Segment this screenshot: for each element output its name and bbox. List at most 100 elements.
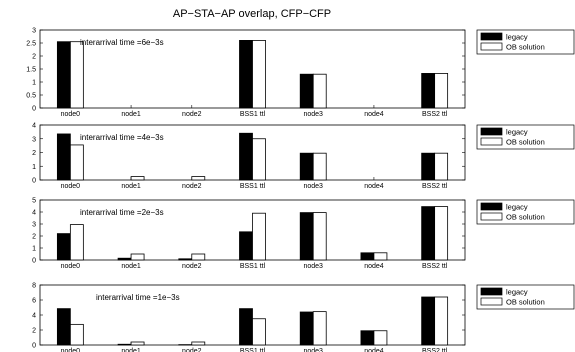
- legend-label-legacy: legacy: [506, 33, 528, 42]
- figure-title: AP−STA−AP overlap, CFP−CFP: [173, 8, 331, 20]
- bar-ob-solution: [312, 311, 327, 346]
- y-tick-label: 0: [32, 106, 36, 113]
- bar-legacy: [239, 40, 253, 109]
- y-tick-label: 1.5: [26, 67, 36, 74]
- x-tick-label: node4: [364, 111, 384, 118]
- x-tick-label: node1: [121, 348, 141, 352]
- bar-ob-solution: [373, 252, 388, 261]
- bar-legacy: [360, 252, 375, 261]
- y-tick-label: 8: [32, 283, 36, 290]
- y-tick-label: 1: [32, 246, 36, 253]
- bar-legacy: [421, 296, 436, 346]
- bar-ob-solution: [191, 176, 206, 181]
- legend-label-ob-solution: OB solution: [506, 298, 545, 307]
- y-tick-label: 4: [32, 123, 36, 130]
- bar-legacy: [239, 308, 253, 346]
- x-tick-label: BSS1 ttl: [240, 263, 266, 270]
- y-tick-label: 0: [32, 178, 36, 185]
- legend-label-legacy: legacy: [506, 128, 528, 137]
- interarrival-annotation: interarrival time =6e−3s: [80, 38, 164, 47]
- chart-panel-1: 0 0.5 1 1.5 2 2.5 3 node0 node1 node2 BSS1 ttl node…: [26, 28, 575, 118]
- bar-legacy: [56, 133, 71, 181]
- bar-ob-solution: [191, 253, 206, 261]
- y-tick-label: 0: [32, 343, 36, 350]
- bar-ob-solution: [252, 212, 266, 261]
- bar-legacy: [178, 258, 193, 261]
- bar-ob-solution: [252, 318, 266, 346]
- x-tick-label: node1: [121, 263, 141, 270]
- x-tick-label: node4: [364, 183, 384, 190]
- y-tick-label: 2: [32, 150, 36, 157]
- chart-panels: 0 0.5 1 1.5 2 2.5 3 node0 node1 node2 BSS1 ttl node…: [26, 28, 575, 352]
- y-tick-label: 2: [32, 54, 36, 61]
- y-tick-label: 4: [32, 313, 36, 320]
- legend-swatch-ob-solution: [480, 42, 503, 51]
- bar-legacy: [56, 41, 71, 109]
- x-tick-label: node0: [61, 348, 81, 352]
- x-tick-label: node0: [61, 111, 81, 118]
- x-tick-label: BSS2 ttl: [422, 348, 448, 352]
- y-tick-label: 2.5: [26, 41, 36, 48]
- legend-label-legacy: legacy: [506, 288, 528, 297]
- bar-ob-solution: [312, 212, 327, 261]
- x-tick-label: BSS1 ttl: [240, 183, 266, 190]
- x-tick-label: node2: [182, 263, 202, 270]
- legend-label-ob-solution: OB solution: [506, 138, 545, 147]
- bar-ob-solution: [434, 152, 449, 181]
- x-tick-label: node2: [182, 111, 202, 118]
- bar-ob-solution: [130, 253, 145, 261]
- x-tick-label: node1: [121, 183, 141, 190]
- y-tick-label: 1: [32, 80, 36, 87]
- bar-ob-solution: [434, 206, 449, 261]
- legend-label-ob-solution: OB solution: [506, 213, 545, 222]
- bar-legacy: [117, 343, 132, 346]
- legend-label-ob-solution: OB solution: [506, 43, 545, 52]
- x-tick-label: BSS2 ttl: [422, 111, 448, 118]
- bar-ob-solution: [252, 138, 266, 181]
- legend-swatch-legacy: [480, 202, 503, 211]
- legend-swatch-ob-solution: [480, 297, 503, 306]
- bar-legacy: [56, 233, 71, 261]
- y-tick-label: 2: [32, 234, 36, 241]
- bar-ob-solution: [312, 73, 327, 109]
- bar-legacy: [239, 132, 253, 181]
- y-tick-label: 3: [32, 136, 36, 143]
- bar-legacy: [421, 73, 436, 109]
- legend-swatch-ob-solution: [480, 137, 503, 146]
- bar-legacy: [299, 152, 314, 181]
- bar-legacy: [299, 73, 314, 109]
- x-tick-label: node0: [61, 183, 81, 190]
- y-tick-label: 3: [32, 28, 36, 35]
- bar-legacy: [56, 308, 71, 346]
- x-tick-label: BSS1 ttl: [240, 111, 266, 118]
- bar-ob-solution: [434, 296, 449, 346]
- legend-swatch-ob-solution: [480, 212, 503, 221]
- y-tick-label: 5: [32, 198, 36, 205]
- y-tick-label: 6: [32, 298, 36, 305]
- bar-ob-solution: [434, 73, 449, 109]
- x-tick-label: BSS2 ttl: [422, 183, 448, 190]
- interarrival-annotation: interarrival time =4e−3s: [80, 133, 164, 142]
- x-tick-label: node1: [121, 111, 141, 118]
- y-tick-label: 3: [32, 222, 36, 229]
- y-tick-label: 2: [32, 328, 36, 335]
- bar-ob-solution: [69, 224, 84, 261]
- bar-legacy: [360, 330, 375, 346]
- y-tick-label: 0.5: [26, 93, 36, 100]
- x-tick-label: node4: [364, 263, 384, 270]
- x-tick-label: BSS1 ttl: [240, 348, 266, 352]
- bar-ob-solution: [130, 341, 145, 346]
- bar-legacy: [299, 212, 314, 261]
- bar-ob-solution: [130, 176, 145, 181]
- y-tick-label: 0: [32, 258, 36, 265]
- legend-label-legacy: legacy: [506, 203, 528, 212]
- bar-ob-solution: [252, 40, 266, 109]
- y-tick-label: 1: [32, 164, 36, 171]
- x-tick-label: node3: [303, 348, 323, 352]
- legend-swatch-legacy: [480, 127, 503, 136]
- interarrival-annotation: interarrival time =1e−3s: [96, 293, 180, 302]
- bar-legacy: [421, 152, 436, 181]
